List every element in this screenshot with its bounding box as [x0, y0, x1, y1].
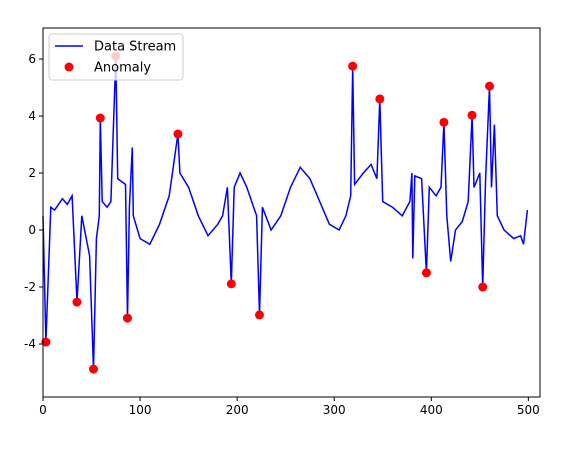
- anomaly-point: [485, 81, 495, 91]
- anomaly-point: [122, 313, 132, 323]
- x-tick-label: 500: [517, 403, 540, 417]
- data-line: [42, 56, 529, 370]
- anomaly-point: [72, 297, 82, 307]
- legend-label: Data Stream: [94, 40, 176, 55]
- plot-frame: [42, 27, 541, 398]
- anomaly-point: [375, 94, 385, 104]
- anomaly-point: [439, 117, 449, 127]
- anomaly-point: [348, 61, 358, 71]
- y-tick-label: -4: [24, 337, 36, 351]
- legend: Data Stream Anomaly: [48, 33, 184, 81]
- anomaly-point: [254, 310, 264, 320]
- anomaly-point: [173, 129, 183, 139]
- anomaly-point: [41, 337, 51, 347]
- anomaly-point: [421, 268, 431, 278]
- legend-label: Anomaly: [94, 61, 151, 76]
- x-tick-label: 100: [129, 403, 152, 417]
- x-tick-label: 200: [226, 403, 249, 417]
- x-tick-label: 300: [323, 403, 346, 417]
- anomaly-point: [226, 279, 236, 289]
- y-tick-label: -2: [24, 280, 36, 294]
- anomaly-point: [88, 364, 98, 374]
- anomaly-point: [467, 110, 477, 120]
- y-tick-label: 0: [28, 223, 36, 237]
- y-tick-label: 6: [28, 52, 36, 66]
- y-tick-label: 2: [28, 166, 36, 180]
- anomaly-point: [478, 282, 488, 292]
- x-tick-label: 400: [420, 403, 443, 417]
- x-tick-label: 0: [39, 403, 47, 417]
- legend-swatch: [64, 62, 74, 72]
- y-tick-label: 4: [28, 109, 36, 123]
- anomaly-point: [95, 113, 105, 123]
